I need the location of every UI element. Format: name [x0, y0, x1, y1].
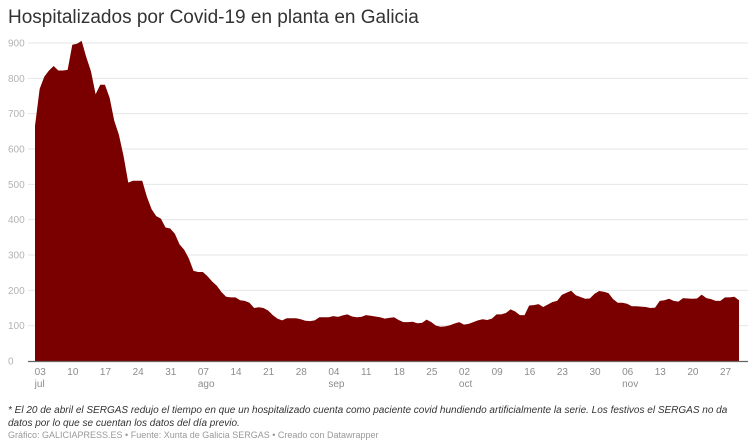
area-series [35, 40, 739, 361]
y-tick-label: 300 [8, 251, 25, 262]
x-tick-label: 10 [67, 367, 79, 378]
x-month-label: oct [459, 379, 473, 390]
y-tick-label: 400 [8, 215, 25, 226]
y-tick-label: 0 [8, 357, 14, 368]
y-axis-labels: 0 100 200 300 400 500 600 700 800 900 [8, 39, 25, 368]
x-tick-label: 11 [361, 367, 372, 378]
x-tick-label: 13 [655, 367, 667, 378]
x-tick-label: 31 [165, 367, 177, 378]
x-tick-label: 17 [100, 367, 112, 378]
x-tick-label: 09 [492, 367, 504, 378]
x-tick-label: 30 [589, 367, 601, 378]
x-tick-label: 07 [198, 367, 210, 378]
y-tick-label: 100 [8, 321, 25, 332]
source-credit: Gráfico: GALICIAPRESS.ES • Fuente: Xunta… [8, 430, 379, 440]
x-tick-label: 18 [394, 367, 406, 378]
y-tick-label: 700 [8, 109, 25, 120]
y-tick-label: 900 [8, 39, 25, 50]
x-tick-label: 28 [296, 367, 308, 378]
x-month-label: nov [622, 379, 638, 390]
y-tick-label: 800 [8, 74, 25, 85]
x-tick-label: 02 [459, 367, 471, 378]
x-month-label: jul [34, 379, 45, 390]
x-tick-label: 14 [230, 367, 242, 378]
x-tick-label: 03 [35, 367, 47, 378]
x-month-label: ago [198, 379, 215, 390]
footnote: * El 20 de abril el SERGAS redujo el tie… [8, 405, 728, 429]
x-tick-label: 20 [687, 367, 699, 378]
x-tick-label: 25 [426, 367, 438, 378]
x-tick-label: 24 [133, 367, 145, 378]
x-tick-label: 04 [328, 367, 340, 378]
chart-title: Hospitalizados por Covid-19 en planta en… [8, 7, 419, 28]
x-tick-label: 06 [622, 367, 634, 378]
x-tick-label: 16 [524, 367, 536, 378]
y-tick-label: 500 [8, 180, 25, 191]
x-tick-label: 27 [720, 367, 732, 378]
x-tick-label: 21 [263, 367, 275, 378]
y-tick-label: 200 [8, 286, 25, 297]
x-month-label: sep [328, 379, 345, 390]
x-tick-label: 23 [557, 367, 569, 378]
y-tick-label: 600 [8, 145, 25, 156]
